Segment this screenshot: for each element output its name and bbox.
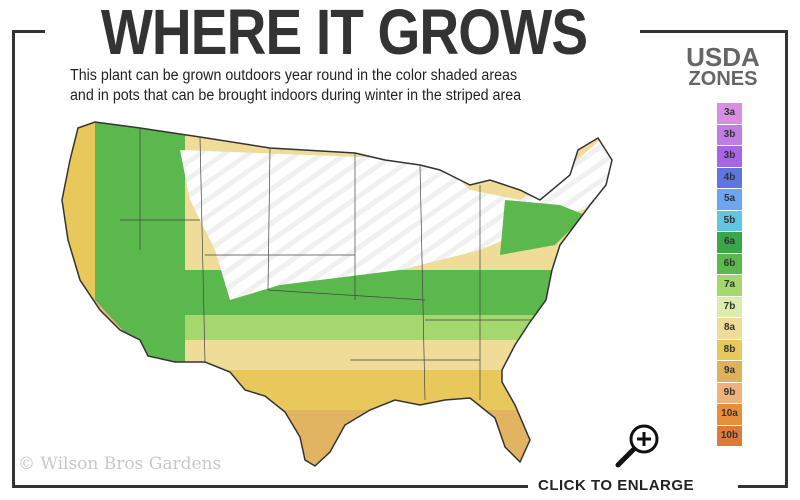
legend-zone-6b: 6b: [717, 253, 742, 274]
watermark: © Wilson Bros Gardens: [18, 454, 222, 474]
legend-zone-8b: 8b: [717, 339, 742, 360]
legend-zone-10a: 10a: [717, 404, 742, 425]
legend-zone-3b: 3b: [717, 124, 742, 145]
legend-zone-6a: 6a: [717, 232, 742, 253]
subtitle: This plant can be grown outdoors year ro…: [70, 66, 585, 106]
legend-zone-9a: 9a: [717, 361, 742, 382]
legend-zone-10b: 10b: [717, 425, 742, 446]
zone-west-coast-area: [62, 122, 95, 370]
legend-title-line-1: USDA: [686, 42, 760, 72]
zoom-in-icon[interactable]: [610, 422, 666, 470]
state-borders: [120, 128, 540, 401]
click-to-enlarge-button[interactable]: CLICK TO ENLARGE: [538, 477, 695, 494]
legend-zone-5a: 5a: [717, 189, 742, 210]
legend-title-line-2: ZONES: [688, 68, 758, 90]
legend-zone-4b: 4b: [717, 167, 742, 188]
striped-area: [180, 140, 612, 300]
legend-zone-5b: 5b: [717, 210, 742, 231]
subtitle-line-1: This plant can be grown outdoors year ro…: [70, 67, 518, 84]
legend-zone-7a: 7a: [717, 275, 742, 296]
legend-zone-3a: 3a: [717, 103, 742, 124]
legend-zone-9b: 9b: [717, 382, 742, 403]
zone-northeast-green-area: [500, 200, 585, 255]
zone-legend: 3a 3b 3b 4b 5a 5b 6a 6b 7a 7b 8a 8b 9a 9b 10a 10b: [717, 103, 742, 447]
legend-title: USDA ZONES: [668, 42, 778, 90]
frame-gap-bottom: [528, 478, 738, 498]
subtitle-line-2: and in pots that can be brought indoors …: [70, 87, 522, 104]
legend-zone-3b: 3b: [717, 146, 742, 167]
legend-zone-8a: 8a: [717, 318, 742, 339]
legend-zone-7b: 7b: [717, 296, 742, 317]
page-title: WHERE IT GROWS: [100, 0, 588, 68]
frame-gap-top: [45, 22, 640, 38]
